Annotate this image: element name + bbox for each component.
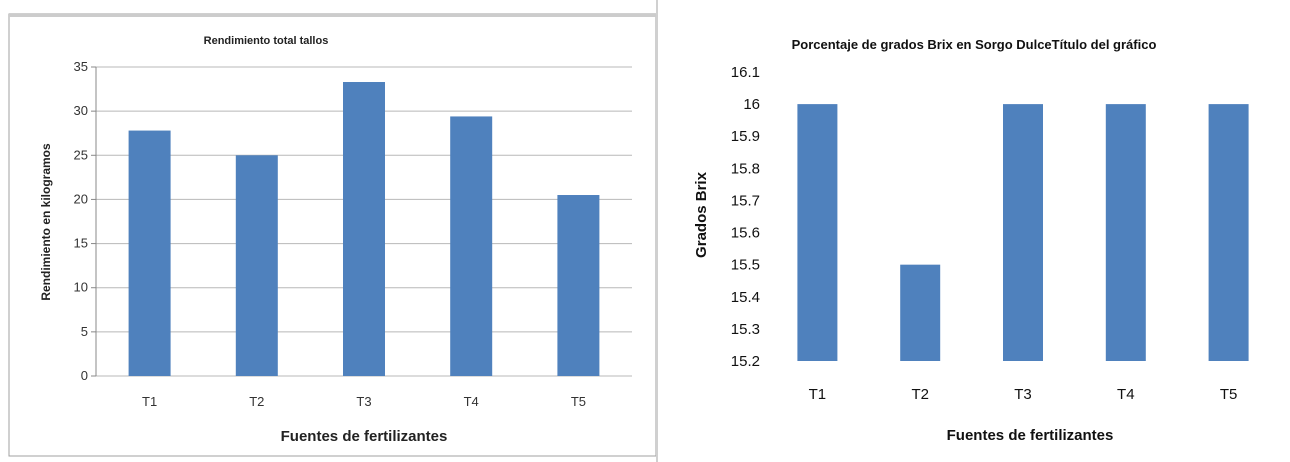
- y-tick-label: 0: [81, 368, 88, 383]
- y-tick-label: 10: [74, 280, 88, 295]
- y-tick-label: 25: [74, 147, 88, 162]
- y-tick-label: 5: [81, 324, 88, 339]
- bar-t1: [128, 130, 171, 376]
- bar-t5: [1208, 104, 1249, 361]
- y-tick-label: 15.9: [731, 128, 760, 145]
- y-tick-label: 16.1: [731, 64, 760, 81]
- y-tick-label: 15.2: [731, 353, 760, 370]
- chart-area-border: [8, 13, 656, 457]
- y-tick-label: 15.8: [731, 160, 760, 177]
- y-axis-label: Rendimiento en kilogramos: [39, 143, 53, 301]
- bar-t2: [235, 155, 278, 376]
- y-axis-label: Grados Brix: [693, 171, 710, 258]
- y-tick-label: 15.3: [731, 321, 760, 338]
- chart-brix: Porcentaje de grados Brix en Sorgo Dulce…: [693, 37, 1249, 444]
- x-tick-label: T3: [356, 394, 371, 409]
- y-tick-label: 30: [74, 103, 88, 118]
- x-tick-label: T1: [142, 394, 157, 409]
- bar-t4: [1105, 104, 1146, 361]
- x-tick-label: T2: [249, 394, 264, 409]
- chart-title: Porcentaje de grados Brix en Sorgo Dulce…: [792, 37, 1157, 52]
- x-tick-label: T5: [1220, 386, 1238, 403]
- x-tick-label: T4: [464, 394, 479, 409]
- bar-t2: [900, 264, 941, 361]
- y-tick-label: 35: [74, 59, 88, 74]
- chart-title: Rendimiento total tallos: [204, 35, 329, 47]
- y-tick-label: 15.4: [731, 289, 760, 306]
- panel-divider: [656, 0, 658, 462]
- chart-rendimiento: Rendimiento total tallos 05101520253035 …: [8, 13, 656, 457]
- x-tick-label: T5: [571, 394, 586, 409]
- y-tick-label: 15.6: [731, 225, 760, 242]
- x-tick-label: T3: [1014, 386, 1032, 403]
- bar-t3: [343, 82, 385, 376]
- chart-top-edge: [9, 14, 656, 17]
- y-tick-label: 20: [74, 191, 88, 206]
- x-axis-label: Fuentes de fertilizantes: [281, 428, 448, 445]
- bar-t3: [1003, 104, 1043, 361]
- x-tick-label: T1: [809, 386, 827, 403]
- chart-panel-rendimiento: Rendimiento total tallos 0 5 10 15 20 25 30 35 …: [8, 13, 656, 457]
- y-tick-label: 15.5: [731, 257, 760, 274]
- bar-t1: [797, 104, 838, 361]
- x-axis-label: Fuentes de fertilizantes: [947, 427, 1114, 444]
- y-tick-label: 16: [743, 96, 760, 113]
- x-tick-label: T4: [1117, 386, 1135, 403]
- bar-t5: [557, 195, 600, 376]
- x-tick-label: T2: [911, 386, 929, 403]
- y-tick-label: 15.7: [731, 192, 760, 209]
- chart-panel-brix: Porcentaje de grados Brix en Sorgo Dulce…: [660, 0, 1290, 462]
- bar-t4: [450, 116, 493, 376]
- y-tick-label: 15: [74, 236, 88, 251]
